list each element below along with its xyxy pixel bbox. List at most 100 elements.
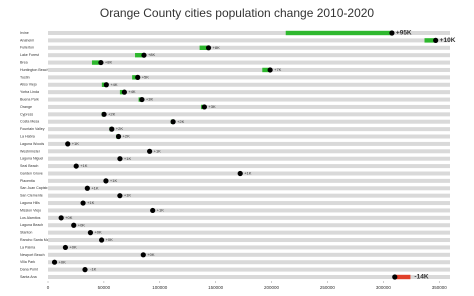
track: [48, 149, 450, 154]
dot: [103, 82, 109, 88]
y-tick-label: Brea: [20, 61, 28, 65]
y-tick-label: Stanton: [20, 231, 32, 235]
dot: [103, 178, 109, 184]
track: [48, 53, 450, 58]
y-tick-label: Lake Forest: [20, 53, 39, 57]
track: [48, 260, 450, 265]
change-bar: [285, 30, 392, 36]
y-tick-label: Cypress: [20, 112, 33, 116]
y-tick-label: Placentia: [20, 179, 35, 183]
y-tick-label: Los Alamitos: [20, 216, 41, 220]
track: [48, 252, 450, 257]
dot: [98, 59, 104, 66]
chart-title: Orange County cities population change 2…: [100, 6, 375, 20]
dot: [51, 259, 58, 265]
value-label: +2K: [123, 134, 131, 139]
dot: [117, 193, 123, 199]
y-tick-label: Yorba Linda: [20, 90, 39, 94]
x-tick-label: 250000: [320, 285, 336, 290]
value-label: +5K: [142, 74, 150, 79]
track: [48, 201, 450, 206]
track: [48, 215, 450, 220]
x-tick-label: 0: [47, 285, 50, 290]
dot: [84, 185, 90, 191]
track: [48, 67, 450, 72]
change-bar: [132, 75, 138, 80]
y-tick-label: Fountain Valley: [20, 127, 45, 131]
value-label: +1K: [124, 193, 132, 198]
track: [48, 112, 450, 117]
track: [48, 230, 450, 235]
y-tick-label: Dana Point: [20, 268, 38, 272]
y-tick-label: Fullerton: [20, 46, 34, 50]
track: [48, 127, 450, 132]
dot: [121, 89, 127, 95]
y-tick-label: Santa Ana: [20, 275, 37, 279]
value-label: +8K: [105, 60, 113, 65]
y-tick-label: Laguna Hills: [20, 201, 40, 205]
value-label: +10K: [440, 37, 456, 44]
x-tick-label: 100000: [152, 285, 168, 290]
dot: [109, 126, 115, 132]
y-tick-label: Rancho Santa Margarita: [20, 238, 59, 242]
y-tick-label: La Habra: [20, 134, 35, 138]
value-label: -14K: [414, 274, 428, 281]
dot: [433, 37, 439, 43]
y-tick-label: Garden Grove: [20, 171, 43, 175]
value-label: +3K: [146, 97, 154, 102]
track: [48, 186, 450, 191]
dot: [389, 30, 395, 36]
track: [48, 45, 450, 50]
track: [48, 275, 450, 279]
dot: [267, 67, 273, 73]
dot: [80, 200, 86, 206]
value-label: +3K: [208, 104, 216, 109]
value-label: +1K: [154, 148, 162, 153]
dot: [115, 133, 122, 140]
track: [48, 223, 450, 228]
change-bar: [199, 45, 209, 50]
y-tick-label: Orange: [20, 105, 32, 109]
track: [48, 75, 450, 80]
dot: [101, 111, 107, 117]
track: [48, 267, 450, 272]
value-label: +1K: [91, 185, 99, 190]
change-bar: [91, 60, 101, 65]
track: [48, 119, 450, 124]
dot: [135, 74, 141, 80]
value-label: +2K: [108, 111, 116, 116]
dot: [170, 119, 176, 125]
x-tick-label: 50000: [98, 285, 111, 290]
track: [48, 238, 450, 243]
y-tick-label: Laguna Niguel: [20, 157, 43, 161]
dot: [98, 237, 105, 243]
change-bar: [424, 38, 436, 43]
value-label: +0K: [65, 215, 73, 220]
x-tick-label: 300000: [376, 285, 392, 290]
track: [48, 141, 450, 146]
y-tick-label: Aliso Viejo: [20, 83, 37, 87]
track: [48, 164, 450, 169]
value-label: +1K: [157, 208, 165, 213]
value-label: +0K: [59, 259, 67, 264]
track: [48, 193, 450, 198]
y-tick-label: Buena Park: [20, 97, 39, 101]
dot: [82, 267, 88, 273]
value-label: +0K: [94, 230, 102, 235]
y-tick-label: Westminster: [20, 149, 41, 153]
dot: [71, 222, 77, 228]
value-label: +7K: [274, 67, 282, 72]
value-label: +2K: [177, 119, 185, 124]
dot: [73, 163, 79, 169]
track: [48, 82, 450, 87]
x-tick-label: 350000: [432, 285, 448, 290]
change-bar: [262, 67, 271, 73]
x-tick-label: 200000: [264, 285, 280, 290]
dot: [62, 244, 69, 251]
y-tick-label: Huntington Beach: [20, 68, 49, 72]
dot: [117, 156, 123, 162]
track: [48, 90, 450, 95]
y-tick-label: Mission Viejo: [20, 208, 41, 212]
y-tick-label: Laguna Beach: [20, 223, 43, 227]
